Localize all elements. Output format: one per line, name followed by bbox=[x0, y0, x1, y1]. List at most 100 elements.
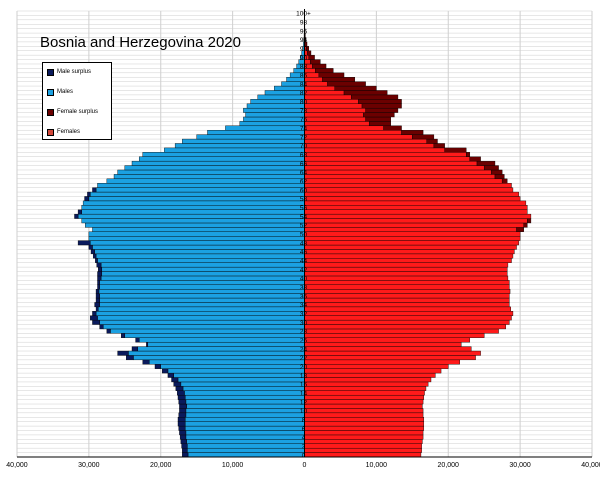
female-bar bbox=[304, 293, 510, 299]
female-bar bbox=[304, 107, 366, 113]
female-bar bbox=[304, 227, 517, 232]
age-tick-label: 48 bbox=[300, 240, 308, 247]
male-bar bbox=[99, 293, 305, 299]
female-bar bbox=[304, 359, 460, 365]
male-bar bbox=[196, 134, 305, 140]
female-bar bbox=[304, 364, 449, 369]
female-bar bbox=[304, 346, 472, 352]
male-bar bbox=[110, 328, 305, 334]
male-bar bbox=[138, 337, 305, 343]
legend-label-male-surplus: Male surplus bbox=[57, 69, 92, 75]
male-bar bbox=[88, 231, 305, 237]
female-bar bbox=[304, 112, 364, 118]
female-surplus-bar bbox=[307, 50, 312, 56]
male-bar bbox=[100, 275, 305, 281]
age-tick-label: 4 bbox=[302, 435, 306, 442]
male-surplus-bar bbox=[179, 434, 187, 440]
male-bar bbox=[164, 147, 305, 153]
female-bar bbox=[304, 121, 370, 127]
male-bar bbox=[184, 417, 305, 422]
male-surplus-bar bbox=[121, 333, 126, 338]
age-tick-label: 66 bbox=[300, 161, 308, 168]
female-surplus-bar bbox=[322, 77, 356, 82]
female-bar bbox=[304, 381, 429, 387]
tick-labels: 40,000 30,000 20,000 10,000 0 10,000 20,000 30,… bbox=[6, 11, 600, 469]
legend-item-female-surplus: Female surplus bbox=[47, 107, 98, 117]
female-bar bbox=[304, 452, 422, 458]
male-bar bbox=[99, 297, 305, 303]
male-bar bbox=[177, 377, 305, 383]
male-bar bbox=[186, 403, 305, 409]
age-tick-label: 16 bbox=[300, 382, 308, 389]
male-surplus-bar bbox=[135, 337, 140, 343]
male-surplus-bar bbox=[181, 443, 188, 449]
age-tick-label: 44 bbox=[300, 258, 308, 265]
female-bar bbox=[304, 244, 517, 250]
male-bar bbox=[101, 266, 305, 272]
female-surplus-bar bbox=[306, 46, 310, 51]
female-bar bbox=[304, 372, 436, 378]
female-bar bbox=[304, 90, 345, 96]
male-bar bbox=[99, 280, 305, 285]
female-bar bbox=[304, 205, 528, 210]
female-bar bbox=[304, 434, 424, 440]
male-bar bbox=[99, 319, 305, 325]
female-surplus-bar bbox=[315, 68, 334, 74]
male-bar bbox=[81, 218, 305, 224]
male-surplus-bar bbox=[177, 390, 185, 396]
legend-item-females: Females bbox=[47, 127, 80, 137]
female-bar bbox=[304, 333, 485, 338]
female-bar bbox=[304, 439, 423, 444]
male-bar bbox=[243, 107, 305, 113]
female-surplus-bar bbox=[365, 116, 391, 122]
age-tick-label: 38 bbox=[300, 284, 308, 291]
male-bar bbox=[138, 156, 305, 162]
female-surplus-bar bbox=[501, 178, 508, 184]
male-surplus-bar bbox=[177, 421, 186, 427]
male-bar bbox=[101, 271, 305, 277]
male-surplus-bar bbox=[179, 403, 187, 409]
age-tick-label: 98 bbox=[300, 20, 308, 27]
male-surplus-bar bbox=[167, 372, 174, 378]
male-surplus-bar bbox=[175, 386, 184, 391]
male-bar bbox=[81, 205, 305, 210]
male-surplus-bar bbox=[142, 359, 150, 365]
female-surplus-bar bbox=[426, 138, 438, 144]
male-bar bbox=[128, 350, 305, 356]
male-bar bbox=[95, 187, 305, 193]
female-surplus-bar bbox=[305, 37, 307, 43]
female-bar bbox=[304, 324, 506, 330]
female-bar bbox=[304, 222, 524, 228]
male-bar bbox=[92, 244, 305, 250]
female-bar bbox=[304, 350, 481, 356]
male-bar bbox=[174, 143, 305, 149]
male-bar bbox=[187, 443, 305, 449]
male-surplus-bar bbox=[87, 191, 91, 197]
age-tick-label: 74 bbox=[300, 126, 308, 133]
male-surplus-bar bbox=[179, 430, 187, 436]
male-surplus-bar bbox=[94, 302, 100, 308]
female-surplus-bar bbox=[523, 222, 528, 228]
age-tick-label: 22 bbox=[300, 355, 308, 362]
male-surplus-bar bbox=[97, 271, 103, 277]
age-tick-label: 34 bbox=[300, 302, 308, 309]
x-tick-label: 10,000 bbox=[366, 462, 388, 469]
male-surplus-bar bbox=[117, 350, 129, 356]
male-bar bbox=[185, 434, 305, 440]
male-bar bbox=[137, 346, 305, 352]
male-bar bbox=[245, 112, 305, 118]
male-bar bbox=[173, 372, 305, 378]
male-bar bbox=[185, 408, 305, 414]
male-surplus-bar bbox=[90, 249, 95, 255]
male-surplus-bar bbox=[95, 297, 100, 303]
age-tick-label: 64 bbox=[300, 170, 308, 177]
male-surplus-bar bbox=[92, 187, 97, 193]
female-surplus-bar bbox=[491, 169, 503, 175]
male-bar bbox=[99, 284, 305, 290]
male-surplus-bar bbox=[74, 213, 79, 219]
female-surplus-bar bbox=[527, 218, 532, 224]
female-bar bbox=[304, 209, 528, 215]
male-bar bbox=[142, 152, 305, 157]
age-tick-label: 32 bbox=[300, 311, 308, 318]
male-bar bbox=[147, 341, 305, 347]
